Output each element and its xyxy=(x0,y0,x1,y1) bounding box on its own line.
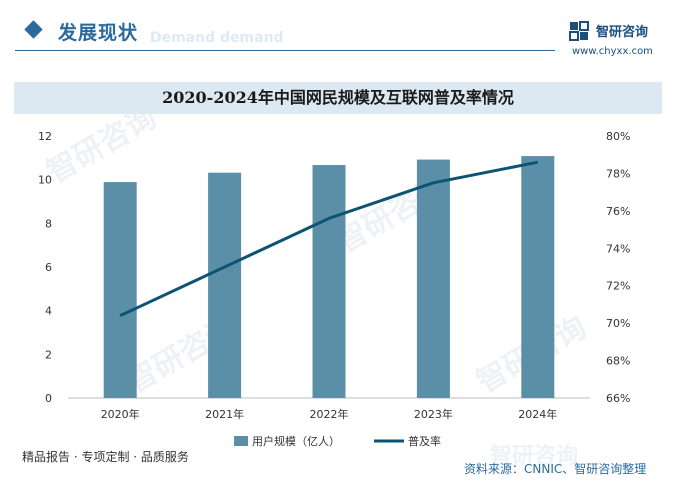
x-tick-label: 2021年 xyxy=(205,407,244,421)
section-header: 发展现状 Demand demand 智研咨询 www.chyxx.com xyxy=(0,0,676,62)
y-left-tick-label: 0 xyxy=(45,392,52,405)
bar xyxy=(521,156,555,398)
logo-url: www.chyxx.com xyxy=(572,46,653,57)
header-divider xyxy=(15,50,555,51)
y-right-tick-label: 70% xyxy=(606,317,630,330)
bar xyxy=(312,165,346,398)
footer-slogan: 精品报告 · 专项定制 · 品质服务 xyxy=(22,450,189,464)
logo-mark-icon xyxy=(569,21,589,41)
x-tick-label: 2020年 xyxy=(101,407,140,421)
y-left-tick-label: 12 xyxy=(38,130,52,143)
y-right-tick-label: 74% xyxy=(606,242,630,255)
x-tick-label: 2023年 xyxy=(414,407,453,421)
bar xyxy=(416,159,450,398)
logo-name: 智研咨询 xyxy=(596,25,649,40)
y-right-tick-label: 78% xyxy=(606,167,630,180)
data-source: 资料来源：CNNIC、智研咨询整理 xyxy=(464,462,647,476)
bar xyxy=(208,172,242,398)
y-left-tick-label: 6 xyxy=(45,261,52,274)
legend-label-line: 普及率 xyxy=(408,434,441,448)
y-right-tick-label: 72% xyxy=(606,280,630,293)
legend-label-bar: 用户规模（亿人） xyxy=(252,434,340,448)
y-right-tick-label: 80% xyxy=(606,130,630,143)
x-tick-label: 2022年 xyxy=(310,407,349,421)
y-right-tick-label: 76% xyxy=(606,205,630,218)
y-left-tick-label: 10 xyxy=(38,174,52,187)
y-left-tick-label: 2 xyxy=(45,348,52,361)
y-left-tick-label: 8 xyxy=(45,217,52,230)
bar xyxy=(103,182,137,398)
chart-title-band: 2020-2024年中国网民规模及互联网普及率情况 xyxy=(14,82,662,114)
footer-logo-watermark: 智研咨询 xyxy=(490,444,579,469)
y-left-tick-label: 4 xyxy=(45,305,52,318)
section-ghost-text: Demand demand xyxy=(150,30,284,46)
y-right-tick-label: 68% xyxy=(606,355,630,368)
x-tick-label: 2024年 xyxy=(518,407,557,421)
chart-title: 2020-2024年中国网民规模及互联网普及率情况 xyxy=(162,88,514,107)
y-right-tick-label: 66% xyxy=(606,392,630,405)
line-series-penetration xyxy=(119,160,539,318)
legend-swatch-bar xyxy=(234,436,248,446)
section-title: 发展现状 xyxy=(58,22,139,44)
